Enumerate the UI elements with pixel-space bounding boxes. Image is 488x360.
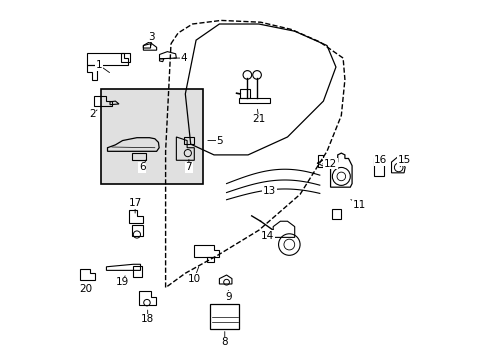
Text: 3: 3 — [148, 32, 154, 41]
Text: 13: 13 — [263, 186, 276, 196]
Text: 16: 16 — [373, 155, 386, 165]
Text: 2: 2 — [89, 109, 95, 119]
Text: 14: 14 — [261, 231, 274, 240]
Text: 20: 20 — [79, 284, 92, 294]
Text: 21: 21 — [252, 114, 265, 124]
Text: 4: 4 — [180, 53, 186, 63]
Text: 8: 8 — [221, 337, 227, 347]
Text: 17: 17 — [128, 198, 142, 208]
FancyBboxPatch shape — [101, 89, 203, 184]
Text: 18: 18 — [141, 314, 154, 324]
Text: 9: 9 — [224, 292, 231, 302]
Bar — [210, 304, 239, 329]
Text: 7: 7 — [185, 162, 192, 172]
Text: 5: 5 — [216, 136, 222, 145]
Text: 6: 6 — [139, 162, 145, 172]
Text: 1: 1 — [96, 60, 102, 70]
Text: 19: 19 — [116, 277, 129, 287]
Text: 15: 15 — [397, 155, 410, 165]
Text: 12: 12 — [323, 159, 337, 169]
Bar — [373, 158, 384, 176]
Text: 10: 10 — [187, 274, 201, 284]
Text: 11: 11 — [352, 200, 365, 210]
